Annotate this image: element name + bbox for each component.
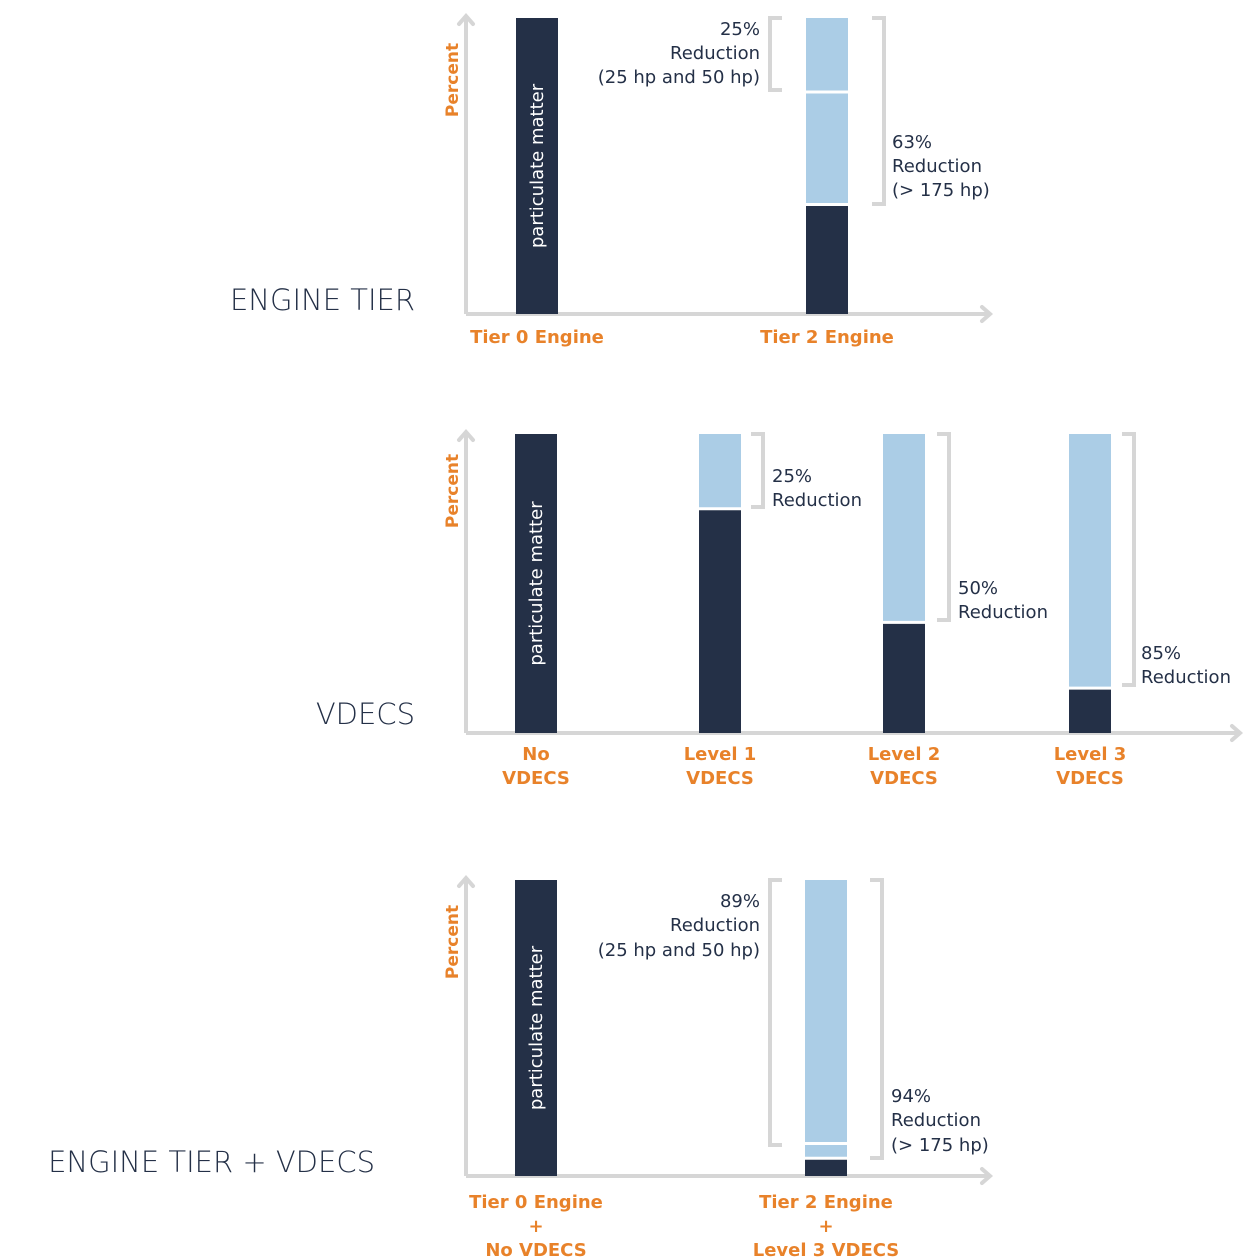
- category-label: VDECS: [870, 768, 938, 789]
- reduction-annotation: 25%: [772, 466, 812, 487]
- reduction-annotation: 94%: [891, 1086, 931, 1107]
- reduction-bracket: [937, 432, 951, 622]
- x-axis-arrow: [980, 305, 994, 323]
- reduction-annotation: Reduction: [772, 490, 862, 511]
- reduction-annotation: Reduction: [892, 156, 982, 177]
- bar-remaining-pm: [515, 434, 557, 733]
- category-label: Level 2: [868, 744, 941, 765]
- bar-label-particulate-matter: particulate matter: [527, 83, 548, 248]
- reduction-bracket: [872, 16, 886, 206]
- bar-reduction-segment: [806, 18, 848, 205]
- bar-reduction-segment: [699, 434, 741, 509]
- category-label: +: [528, 1216, 543, 1237]
- category-label: No VDECS: [485, 1240, 586, 1260]
- reduction-bracket: [870, 878, 884, 1160]
- reduction-annotation: Reduction: [891, 1110, 981, 1131]
- reduction-annotation: (> 175 hp): [892, 180, 990, 201]
- bar-remaining-pm: [1069, 688, 1111, 733]
- category-label: Tier 2 Engine: [760, 327, 894, 348]
- reduction-annotation: Reduction: [1141, 667, 1231, 688]
- bar-reduction-segment: [1069, 434, 1111, 689]
- bar-label-particulate-matter: particulate matter: [526, 501, 547, 666]
- reduction-bracket: [768, 16, 782, 92]
- bar-remaining-pm: [515, 880, 557, 1176]
- y-axis-arrow: [457, 428, 475, 442]
- reduction-annotation: (25 hp and 50 hp): [598, 67, 760, 88]
- section-title: ENGINE TIER: [230, 283, 415, 317]
- bar-label-particulate-matter: particulate matter: [526, 945, 547, 1110]
- reduction-annotation: Reduction: [670, 915, 760, 936]
- category-label: VDECS: [1056, 768, 1124, 789]
- category-label: +: [818, 1216, 833, 1237]
- x-axis-arrow: [1230, 724, 1244, 742]
- x-axis-arrow: [980, 1167, 994, 1185]
- category-label: Tier 0 Engine: [469, 1192, 603, 1213]
- category-label: Tier 0 Engine: [470, 327, 604, 348]
- reduction-bracket: [751, 432, 765, 509]
- bar-remaining-pm: [806, 204, 848, 314]
- category-label: Tier 2 Engine: [759, 1192, 893, 1213]
- reduction-annotation: Reduction: [670, 43, 760, 64]
- reduction-annotation: Reduction: [958, 602, 1048, 623]
- y-axis-label: Percent: [443, 454, 463, 528]
- reduction-annotation: 50%: [958, 578, 998, 599]
- reduction-annotation: 63%: [892, 132, 932, 153]
- bar-remaining-pm: [516, 18, 558, 314]
- reduction-annotation: (> 175 hp): [891, 1135, 989, 1156]
- reduction-annotation: 89%: [720, 891, 760, 912]
- category-label: Level 3: [1054, 744, 1127, 765]
- bar-reduction-segment: [883, 434, 925, 623]
- reduction-annotation: (25 hp and 50 hp): [598, 940, 760, 961]
- reduction-bracket: [768, 878, 782, 1147]
- reduction-annotation: 25%: [720, 19, 760, 40]
- category-label: Level 3 VDECS: [753, 1240, 900, 1260]
- bar-reduction-segment: [805, 880, 847, 1159]
- y-axis-label: Percent: [443, 43, 463, 117]
- category-label: Level 1: [684, 744, 757, 765]
- y-axis-arrow: [457, 874, 475, 888]
- bar-remaining-pm: [699, 508, 741, 733]
- category-label: No: [522, 744, 549, 765]
- reduction-bracket: [1122, 432, 1136, 687]
- reduction-annotation: 85%: [1141, 643, 1181, 664]
- y-axis-label: Percent: [443, 905, 463, 979]
- bar-remaining-pm: [883, 622, 925, 733]
- category-label: VDECS: [686, 768, 754, 789]
- y-axis-arrow: [457, 12, 475, 26]
- category-label: VDECS: [502, 768, 570, 789]
- section-title: ENGINE TIER + VDECS: [48, 1145, 375, 1179]
- section-title: VDECS: [316, 697, 415, 731]
- bar-remaining-pm: [805, 1158, 847, 1176]
